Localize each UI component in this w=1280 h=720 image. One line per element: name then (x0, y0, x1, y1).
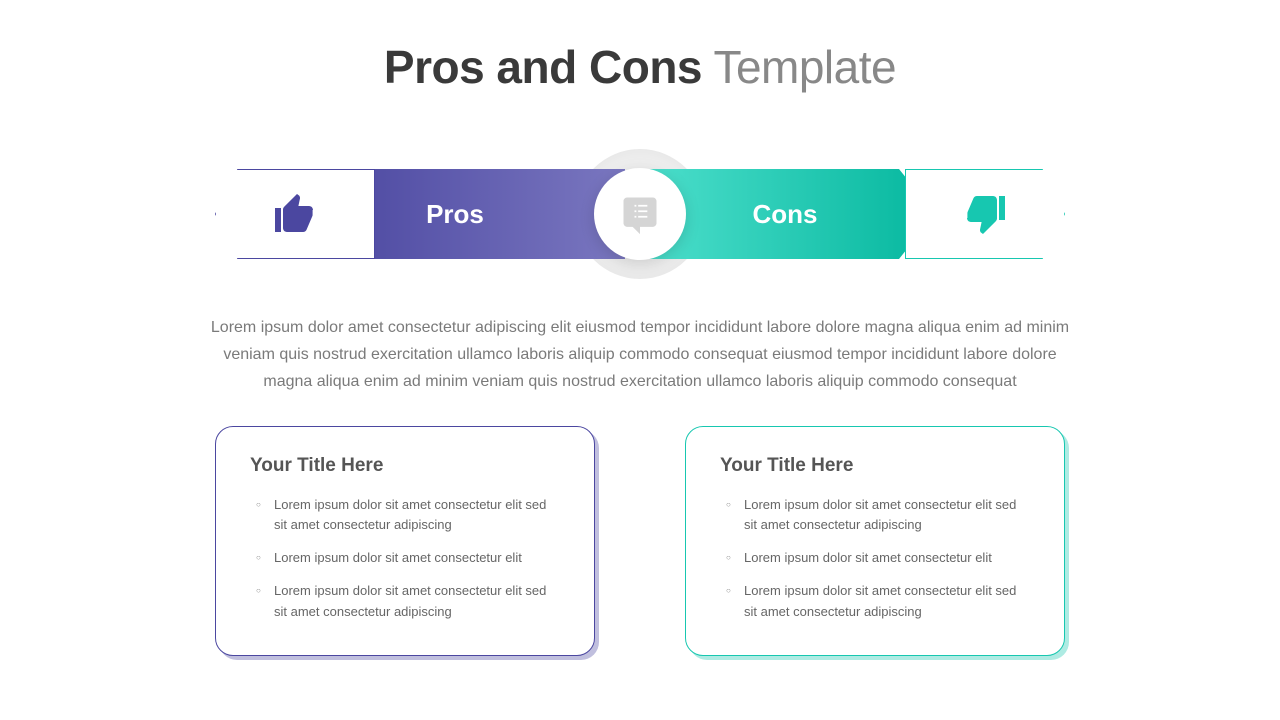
pros-card: Your Title Here Lorem ipsum dolor sit am… (215, 426, 595, 656)
banner-pros-half: Pros (215, 169, 655, 259)
title-light: Template (702, 41, 896, 93)
slide-container: Pros and Cons Template Pros Cons (0, 0, 1280, 720)
description-text: Lorem ipsum dolor amet consectetur adipi… (210, 314, 1070, 396)
cons-list: Lorem ipsum dolor sit amet consectetur e… (720, 495, 1030, 623)
banner-cons-half: Cons (625, 169, 1065, 259)
list-item: Lorem ipsum dolor sit amet consectetur e… (726, 548, 1030, 569)
list-item: Lorem ipsum dolor sit amet consectetur e… (726, 581, 1030, 623)
center-circle (594, 168, 686, 260)
thumbs-up-box (215, 169, 375, 259)
page-title: Pros and Cons Template (384, 40, 896, 94)
cards-row: Your Title Here Lorem ipsum dolor sit am… (215, 426, 1065, 656)
pros-label: Pros (426, 199, 484, 230)
thumbs-down-icon (961, 190, 1009, 238)
thumbs-down-box (905, 169, 1065, 259)
cons-card: Your Title Here Lorem ipsum dolor sit am… (685, 426, 1065, 656)
pros-cons-banner: Pros Cons (215, 164, 1065, 264)
list-item: Lorem ipsum dolor sit amet consectetur e… (256, 548, 560, 569)
pros-card-title: Your Title Here (250, 455, 560, 477)
list-item: Lorem ipsum dolor sit amet consectetur e… (256, 495, 560, 537)
list-item: Lorem ipsum dolor sit amet consectetur e… (726, 495, 1030, 537)
title-bold: Pros and Cons (384, 41, 702, 93)
thumbs-up-icon (271, 190, 319, 238)
cons-card-title: Your Title Here (720, 455, 1030, 477)
checklist-chat-icon (618, 192, 662, 236)
cons-label: Cons (753, 199, 818, 230)
list-item: Lorem ipsum dolor sit amet consectetur e… (256, 581, 560, 623)
pros-list: Lorem ipsum dolor sit amet consectetur e… (250, 495, 560, 623)
